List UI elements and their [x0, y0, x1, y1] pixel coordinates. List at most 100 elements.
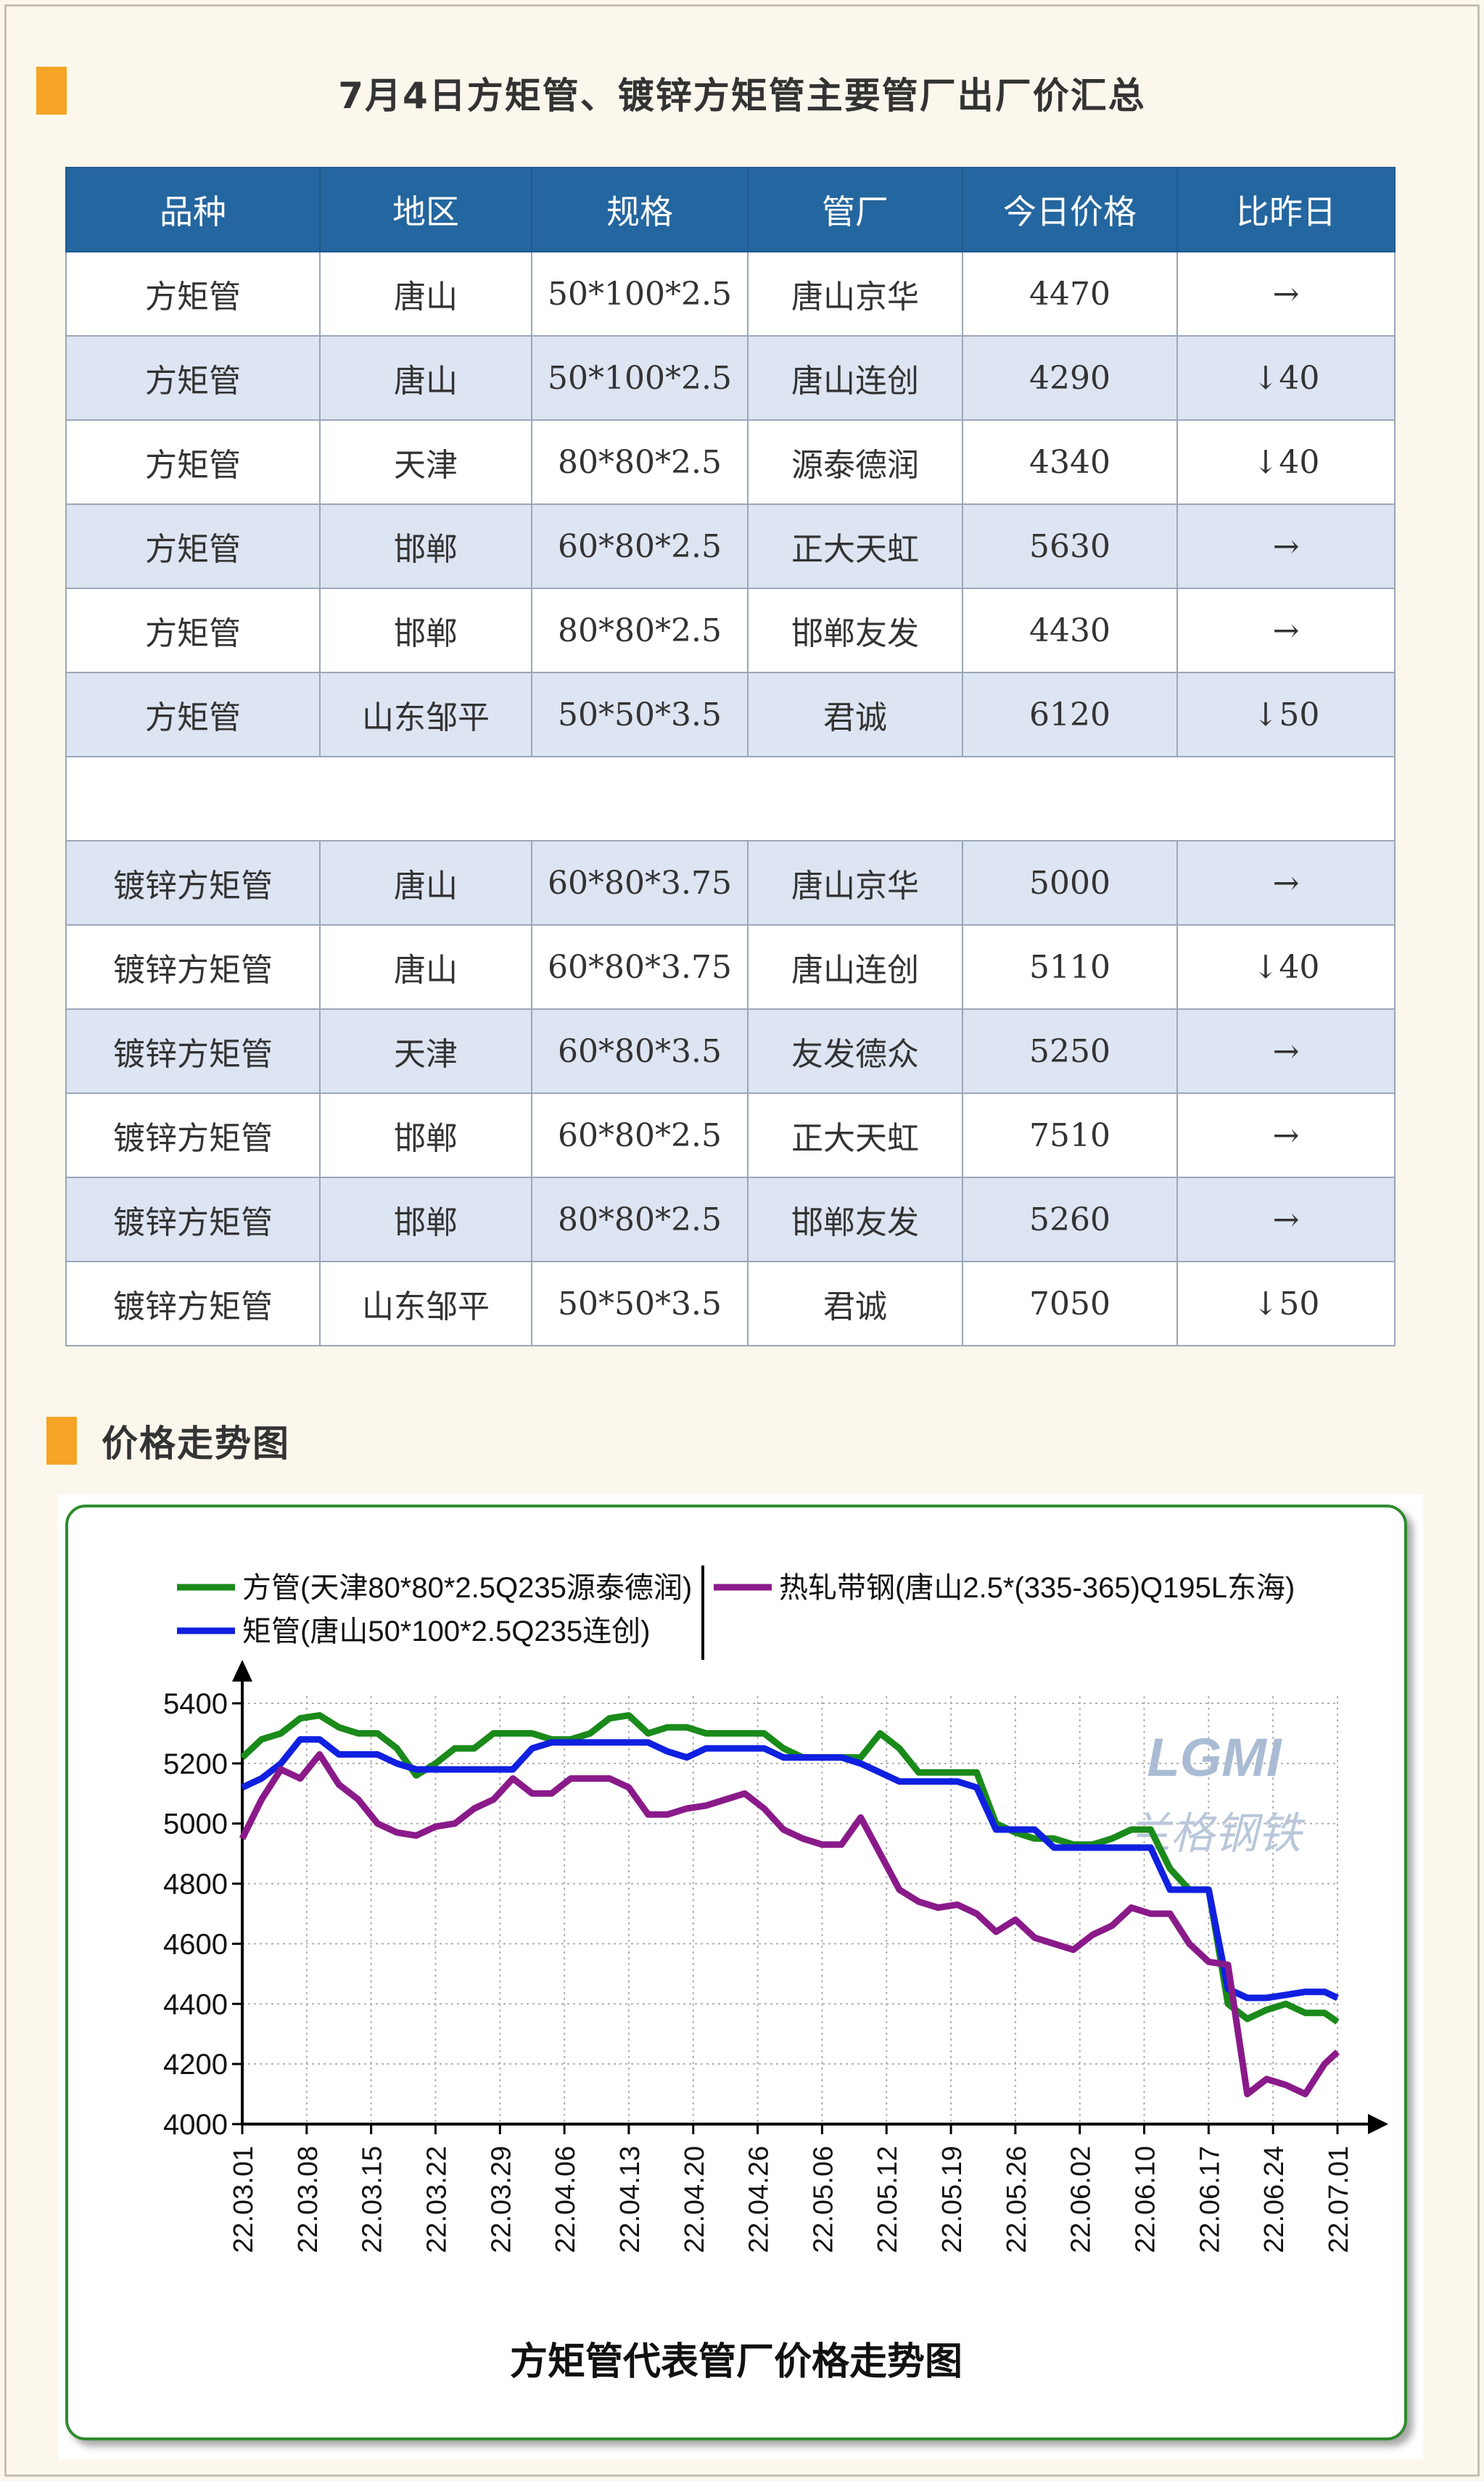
y-tick-label: 4000 — [163, 2109, 228, 2141]
cell-variety: 方矩管 — [65, 419, 321, 505]
cell-variety: 镀锌方矩管 — [65, 1008, 321, 1094]
cell-mill: 友发德众 — [747, 1008, 963, 1094]
cell-variety: 镀锌方矩管 — [65, 924, 321, 1010]
header-mill: 管厂 — [747, 167, 963, 252]
y-tick-label: 4200 — [163, 2049, 228, 2081]
header-spec: 规格 — [531, 167, 749, 252]
cell-spec: 60*80*2.5 — [531, 1093, 749, 1178]
cell-change: → — [1176, 588, 1396, 673]
table-row: 镀锌方矩管 山东邹平 50*50*3.5 君诚 7050 ↓50 — [65, 1261, 1396, 1346]
cell-mill: 君诚 — [747, 1261, 963, 1346]
cell-variety: 方矩管 — [65, 503, 321, 589]
cell-region: 唐山 — [319, 335, 532, 421]
cell-mill: 邯郸友发 — [747, 1177, 963, 1262]
legend-label-1: 矩管(唐山50*100*2.5Q235连创) — [242, 1616, 650, 1647]
watermark-logo: LGMI — [1147, 1727, 1282, 1787]
cell-variety: 方矩管 — [65, 251, 321, 337]
cell-price: 4340 — [962, 419, 1178, 505]
cell-region: 唐山 — [319, 251, 532, 337]
x-tick-label: 22.04.13 — [615, 2146, 646, 2253]
cell-price: 4430 — [962, 588, 1178, 673]
x-tick-label: 22.04.20 — [680, 2146, 710, 2253]
cell-price: 5000 — [962, 840, 1178, 926]
cell-variety: 方矩管 — [65, 672, 321, 757]
table-row: 镀锌方矩管 邯郸 80*80*2.5 邯郸友发 5260 → — [65, 1177, 1396, 1262]
table-row: 镀锌方矩管 唐山 60*80*3.75 唐山京华 5000 → — [65, 840, 1396, 926]
cell-price: 6120 — [962, 672, 1178, 757]
x-tick-label: 22.04.26 — [744, 2146, 775, 2253]
legend-label-2: 热轧带钢(唐山2.5*(335-365)Q195L东海) — [779, 1572, 1295, 1604]
cell-price: 5630 — [962, 503, 1178, 589]
cell-region: 唐山 — [319, 924, 532, 1010]
table-row: 方矩管 邯郸 80*80*2.5 邯郸友发 4430 → — [65, 588, 1396, 673]
cell-change: ↓40 — [1176, 419, 1396, 505]
trend-section-title: 价格走势图 — [102, 1423, 290, 1465]
cell-spec: 50*50*3.5 — [531, 1261, 749, 1346]
cell-region: 唐山 — [319, 840, 532, 926]
legend-label-0: 方管(天津80*80*2.5Q235源泰德润) — [242, 1572, 692, 1604]
chart-title: 方矩管代表管厂价格走势图 — [510, 2341, 962, 2383]
x-tick-label: 22.05.12 — [873, 2146, 903, 2253]
table-row: 方矩管 唐山 50*100*2.5 唐山京华 4470 → — [65, 251, 1396, 337]
spacer-cell — [65, 756, 1396, 842]
y-tick-label: 4600 — [163, 1928, 228, 1960]
cell-price: 4470 — [962, 251, 1178, 337]
y-tick-label: 5400 — [163, 1688, 228, 1720]
cell-spec: 50*50*3.5 — [531, 672, 749, 757]
cell-variety: 镀锌方矩管 — [65, 840, 321, 926]
cell-price: 4290 — [962, 335, 1178, 421]
header-region: 地区 — [319, 167, 532, 252]
section-marker — [46, 1417, 77, 1465]
x-tick-label: 22.07.01 — [1324, 2146, 1354, 2253]
cell-region: 山东邹平 — [319, 672, 532, 757]
cell-spec: 60*80*3.75 — [531, 840, 749, 926]
cell-change: ↓40 — [1176, 335, 1396, 421]
cell-change: ↓40 — [1176, 924, 1396, 1010]
cell-region: 天津 — [319, 419, 532, 505]
cell-spec: 60*80*3.75 — [531, 924, 749, 1010]
cell-price: 5250 — [962, 1008, 1178, 1094]
x-tick-label: 22.03.01 — [228, 2146, 259, 2253]
cell-region: 邯郸 — [319, 588, 532, 673]
x-tick-label: 22.03.08 — [293, 2146, 323, 2253]
x-tick-label: 22.06.24 — [1259, 2146, 1290, 2253]
cell-mill: 唐山京华 — [747, 251, 963, 337]
header-variety: 品种 — [65, 167, 321, 252]
table-section-header — [36, 67, 91, 115]
cell-mill: 源泰德润 — [747, 419, 963, 505]
y-tick-label: 5200 — [163, 1748, 228, 1780]
cell-spec: 50*100*2.5 — [531, 335, 749, 421]
cell-spec: 60*80*3.5 — [531, 1008, 749, 1094]
price-trend-chart: 4000 4200 4400 4600 4800 5000 5200 5400 22.03.01… — [163, 1565, 1388, 2383]
cell-change: ↓50 — [1176, 1261, 1396, 1346]
trend-section-header: 价格走势图 — [46, 1415, 290, 1467]
x-tick-label: 22.03.29 — [486, 2146, 516, 2253]
header-price: 今日价格 — [962, 167, 1178, 252]
cell-mill: 正大天虹 — [747, 503, 963, 589]
cell-price: 7050 — [962, 1261, 1178, 1346]
y-tick-label: 5000 — [163, 1809, 228, 1840]
table-row: 方矩管 唐山 50*100*2.5 唐山连创 4290 ↓40 — [65, 335, 1396, 421]
cell-change: → — [1176, 1177, 1396, 1262]
cell-variety: 方矩管 — [65, 335, 321, 421]
y-tick-label: 4800 — [163, 1869, 228, 1901]
x-tick-label: 22.05.19 — [937, 2146, 968, 2253]
cell-region: 山东邹平 — [319, 1261, 532, 1346]
cell-price: 5260 — [962, 1177, 1178, 1262]
x-tick-label: 22.06.17 — [1195, 2146, 1225, 2253]
cell-spec: 80*80*2.5 — [531, 419, 749, 505]
table-spacer-row — [65, 756, 1396, 842]
cell-region: 天津 — [319, 1008, 532, 1094]
cell-region: 邯郸 — [319, 1177, 532, 1262]
cell-mill: 唐山连创 — [747, 335, 963, 421]
cell-change: → — [1176, 840, 1396, 926]
cell-spec: 50*100*2.5 — [531, 251, 749, 337]
x-tick-label: 22.05.26 — [1002, 2146, 1032, 2253]
header-change: 比昨日 — [1176, 167, 1396, 252]
cell-variety: 镀锌方矩管 — [65, 1261, 321, 1346]
cell-variety: 镀锌方矩管 — [65, 1093, 321, 1178]
cell-spec: 80*80*2.5 — [531, 1177, 749, 1262]
series-line-1 — [241, 1736, 1339, 2001]
cell-price: 7510 — [962, 1093, 1178, 1178]
x-tick-label: 22.03.15 — [358, 2146, 388, 2253]
